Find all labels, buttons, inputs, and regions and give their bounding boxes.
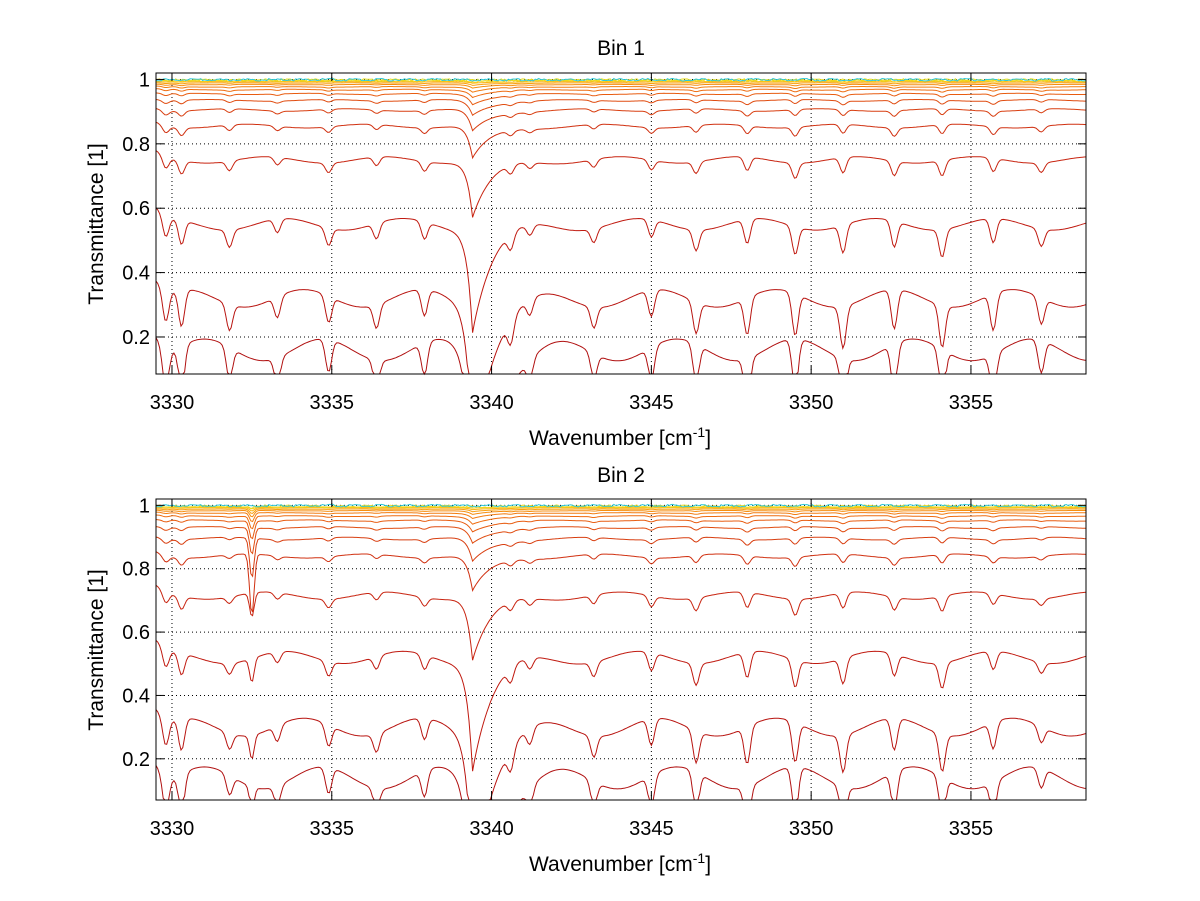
x-tick-label: 3330: [150, 818, 195, 840]
x-tick-label: 3355: [949, 818, 994, 840]
series-line: [156, 504, 1087, 510]
x-tick-label: 3355: [949, 392, 994, 414]
series-line: [155, 519, 1086, 540]
chart-title: Bin 2: [597, 464, 645, 487]
series-line: [155, 503, 1087, 508]
series-line: [155, 514, 1087, 530]
series-line: [156, 82, 1086, 86]
series-line: [156, 507, 1086, 512]
axes-frame: [155, 498, 1087, 801]
x-axis-label-text: Wavenumber [cm: [529, 427, 693, 450]
series-line: [155, 511, 1086, 523]
x-tick-label: 3350: [789, 392, 834, 414]
y-tick-label: 0.8: [122, 134, 150, 156]
x-axis-label-sup: -1: [693, 850, 706, 866]
x-tick-label: 3330: [150, 392, 195, 414]
series-line: [155, 108, 1087, 132]
series-line: [155, 337, 1087, 376]
y-tick-label: 1: [139, 495, 150, 517]
y-tick-label: 0.2: [122, 327, 150, 349]
series-line: [155, 508, 1086, 514]
series-line: [155, 509, 1086, 518]
series-line: [155, 765, 1087, 801]
axes-frame: [155, 72, 1087, 375]
x-tick-label: 3340: [469, 818, 514, 840]
series-line: [155, 150, 1087, 218]
plot-area: [155, 498, 1087, 801]
series-line: [155, 85, 1086, 93]
series-line: [155, 121, 1087, 160]
series-line: [155, 77, 1087, 82]
series-group: [155, 77, 1087, 376]
series-line: [155, 92, 1087, 106]
grid-lines: [156, 73, 1086, 374]
series-line: [155, 639, 1087, 772]
x-axis-label-text: Wavenumber [cm: [529, 853, 693, 876]
axes-box: [156, 499, 1086, 800]
x-axis-label: Wavenumber [cm-1]: [529, 850, 711, 876]
series-line: [155, 99, 1086, 116]
series-line: [155, 280, 1087, 375]
series-line: [155, 88, 1086, 99]
chart-title: Bin 1: [597, 37, 645, 60]
x-tick-label: 3345: [629, 392, 674, 414]
x-tick-label: 3335: [310, 392, 355, 414]
x-tick-label: 3350: [789, 818, 834, 840]
series-line: [155, 709, 1087, 801]
series-line: [155, 584, 1087, 661]
x-tick-label: 3335: [310, 818, 355, 840]
y-tick-label: 0.6: [122, 622, 150, 644]
tick-marks: [156, 499, 1086, 800]
plot-area: [155, 72, 1087, 376]
x-tick-label: 3340: [469, 392, 514, 414]
series-group: [155, 503, 1087, 801]
y-tick-label: 0.2: [122, 749, 150, 771]
series-line: [155, 536, 1087, 578]
series-line: [155, 207, 1087, 333]
x-axis-label-suffix: ]: [705, 427, 711, 450]
series-line: [155, 526, 1087, 555]
grid-lines: [156, 499, 1086, 800]
y-tick-label: 0.8: [122, 559, 150, 581]
chart-panel-bin-2: Bin 2 Transmittance [1] Wavenumber [cm-1…: [85, 464, 1087, 876]
x-axis-label: Wavenumber [cm-1]: [529, 424, 711, 450]
series-line: [155, 551, 1087, 613]
y-tick-label: 1: [139, 69, 150, 91]
y-tick-label: 0.4: [122, 263, 150, 285]
y-axis-label: Transmittance [1]: [85, 143, 108, 304]
chart-panel-bin-1: Bin 1 Transmittance [1] Wavenumber [cm-1…: [85, 37, 1087, 450]
x-axis-label-suffix: ]: [705, 853, 711, 876]
x-axis-label-sup: -1: [693, 424, 706, 440]
series-line: [155, 83, 1086, 89]
axes-box: [156, 73, 1086, 374]
y-tick-label: 0.4: [122, 685, 150, 707]
x-tick-label: 3345: [629, 818, 674, 840]
y-tick-label: 0.6: [122, 198, 150, 220]
y-axis-label: Transmittance [1]: [85, 569, 108, 730]
tick-marks: [156, 73, 1086, 374]
